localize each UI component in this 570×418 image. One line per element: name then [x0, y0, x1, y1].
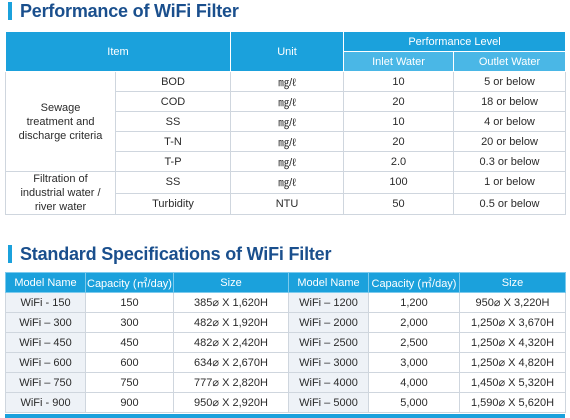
header-capacity: Capacity (㎥/day): [368, 272, 460, 293]
section-title-specifications: Standard Specifications of WiFi Filter: [8, 243, 331, 265]
unit-cell: ㎎/ℓ: [230, 111, 344, 132]
size-cell: 482⌀ X 1,920H: [173, 312, 289, 333]
inlet-cell: 20: [343, 91, 454, 112]
model-cell: WiFi – 2000: [288, 312, 369, 333]
unit-cell: ㎎/ℓ: [230, 131, 344, 152]
header-item: Item: [5, 31, 231, 72]
table-row: Turbidity NTU 50 0.5 or below: [6, 192, 567, 215]
table-row: WiFi – 300 300 482⌀ X 1,920H WiFi – 2000…: [5, 312, 566, 333]
size-cell: 777⌀ X 2,820H: [173, 372, 289, 393]
unit-cell: ㎎/ℓ: [230, 91, 344, 112]
inlet-cell: 20: [343, 131, 454, 152]
model-cell: WiFi - 150: [5, 292, 86, 313]
size-cell: 385⌀ X 1,620H: [173, 292, 289, 313]
capacity-cell: 300: [85, 312, 174, 333]
unit-cell: NTU: [230, 192, 344, 215]
item-cell: SS: [115, 171, 231, 194]
item-cell: T-N: [115, 131, 231, 152]
performance-table: Item Unit Performance Level Inlet Water …: [5, 31, 567, 215]
size-cell: 1,590⌀ X 5,620H: [459, 392, 566, 413]
item-cell: COD: [115, 91, 231, 112]
item-cell: SS: [115, 111, 231, 132]
table-row: T-N ㎎/ℓ 20 20 or below: [6, 131, 567, 152]
size-cell: 1,250⌀ X 4,320H: [459, 332, 566, 353]
size-cell: 950⌀ X 2,920H: [173, 392, 289, 413]
header-inlet-water: Inlet Water: [343, 51, 454, 72]
table-row: Filtration of industrial water / river w…: [5, 171, 567, 215]
model-cell: WiFi – 750: [5, 372, 86, 393]
model-cell: WiFi – 450: [5, 332, 86, 353]
section-title-text: Performance of WiFi Filter: [20, 0, 239, 21]
title-accent-bar: [8, 2, 12, 20]
size-cell: 1,250⌀ X 3,670H: [459, 312, 566, 333]
size-cell: 1,250⌀ X 4,820H: [459, 352, 566, 373]
item-cell: Turbidity: [115, 192, 231, 215]
header-unit: Unit: [230, 31, 344, 72]
unit-cell: ㎎/ℓ: [230, 171, 344, 194]
title-accent-bar: [8, 245, 12, 263]
model-cell: WiFi – 3000: [288, 352, 369, 373]
outlet-cell: 5 or below: [452, 71, 567, 92]
header-model-name: Model Name: [288, 272, 369, 293]
header-size: Size: [173, 272, 289, 293]
outlet-cell: 20 or below: [452, 131, 567, 152]
table-row: T-P ㎎/ℓ 2.0 0.3 or below: [6, 151, 567, 172]
item-cell: T-P: [115, 151, 231, 172]
header-capacity: Capacity (㎥/day): [85, 272, 174, 293]
header-model-name: Model Name: [5, 272, 86, 293]
model-cell: WiFi – 4000: [288, 372, 369, 393]
inlet-cell: 100: [343, 171, 454, 194]
capacity-cell: 900: [85, 392, 174, 413]
unit-cell: ㎎/ℓ: [230, 71, 344, 92]
capacity-cell: 4,000: [368, 372, 460, 393]
size-cell: 634⌀ X 2,670H: [173, 352, 289, 373]
outlet-cell: 0.3 or below: [452, 151, 567, 172]
table-row: WiFi - 900 900 950⌀ X 2,920H WiFi – 5000…: [5, 392, 566, 413]
capacity-cell: 3,000: [368, 352, 460, 373]
table-row: WiFi – 600 600 634⌀ X 2,670H WiFi – 3000…: [5, 352, 566, 373]
table-row: WiFi – 450 450 482⌀ X 2,420H WiFi – 2500…: [5, 332, 566, 353]
table-row: WiFi – 750 750 777⌀ X 2,820H WiFi – 4000…: [5, 372, 566, 393]
model-cell: WiFi – 1200: [288, 292, 369, 313]
section-title-performance: Performance of WiFi Filter: [8, 0, 239, 22]
section-title-text: Standard Specifications of WiFi Filter: [20, 243, 332, 264]
size-cell: 950⌀ X 3,220H: [459, 292, 566, 313]
header-performance-level: Performance Level: [342, 31, 567, 52]
item-cell: BOD: [115, 71, 231, 92]
group-filtration: Filtration of industrial water / river w…: [5, 171, 116, 215]
capacity-cell: 150: [85, 292, 174, 313]
model-cell: WiFi - 900: [5, 392, 86, 413]
inlet-cell: 10: [343, 71, 454, 92]
size-cell: 482⌀ X 2,420H: [173, 332, 289, 353]
model-cell: WiFi – 2500: [288, 332, 369, 353]
capacity-cell: 5,000: [368, 392, 460, 413]
outlet-cell: 1 or below: [452, 171, 567, 194]
size-cell: 1,450⌀ X 5,320H: [459, 372, 566, 393]
unit-cell: ㎎/ℓ: [230, 151, 344, 172]
outlet-cell: 18 or below: [452, 91, 567, 112]
table-row: Sewage treatment and discharge criteria …: [5, 71, 567, 172]
group-sewage-treatment: Sewage treatment and discharge criteria: [5, 71, 116, 172]
bottom-accent-strip: [5, 414, 565, 418]
capacity-cell: 1,200: [368, 292, 460, 313]
outlet-cell: 4 or below: [452, 111, 567, 132]
capacity-cell: 2,500: [368, 332, 460, 353]
specifications-table: Model Name Capacity (㎥/day) Size Model N…: [5, 272, 566, 413]
outlet-cell: 0.5 or below: [452, 192, 567, 215]
header-size: Size: [459, 272, 566, 293]
table-row: WiFi - 150 150 385⌀ X 1,620H WiFi – 1200…: [5, 292, 566, 313]
capacity-cell: 600: [85, 352, 174, 373]
inlet-cell: 2.0: [343, 151, 454, 172]
capacity-cell: 750: [85, 372, 174, 393]
capacity-cell: 450: [85, 332, 174, 353]
inlet-cell: 10: [343, 111, 454, 132]
model-cell: WiFi – 600: [5, 352, 86, 373]
model-cell: WiFi – 300: [5, 312, 86, 333]
capacity-cell: 2,000: [368, 312, 460, 333]
header-outlet-water: Outlet Water: [452, 51, 567, 72]
inlet-cell: 50: [343, 192, 454, 215]
model-cell: WiFi – 5000: [288, 392, 369, 413]
